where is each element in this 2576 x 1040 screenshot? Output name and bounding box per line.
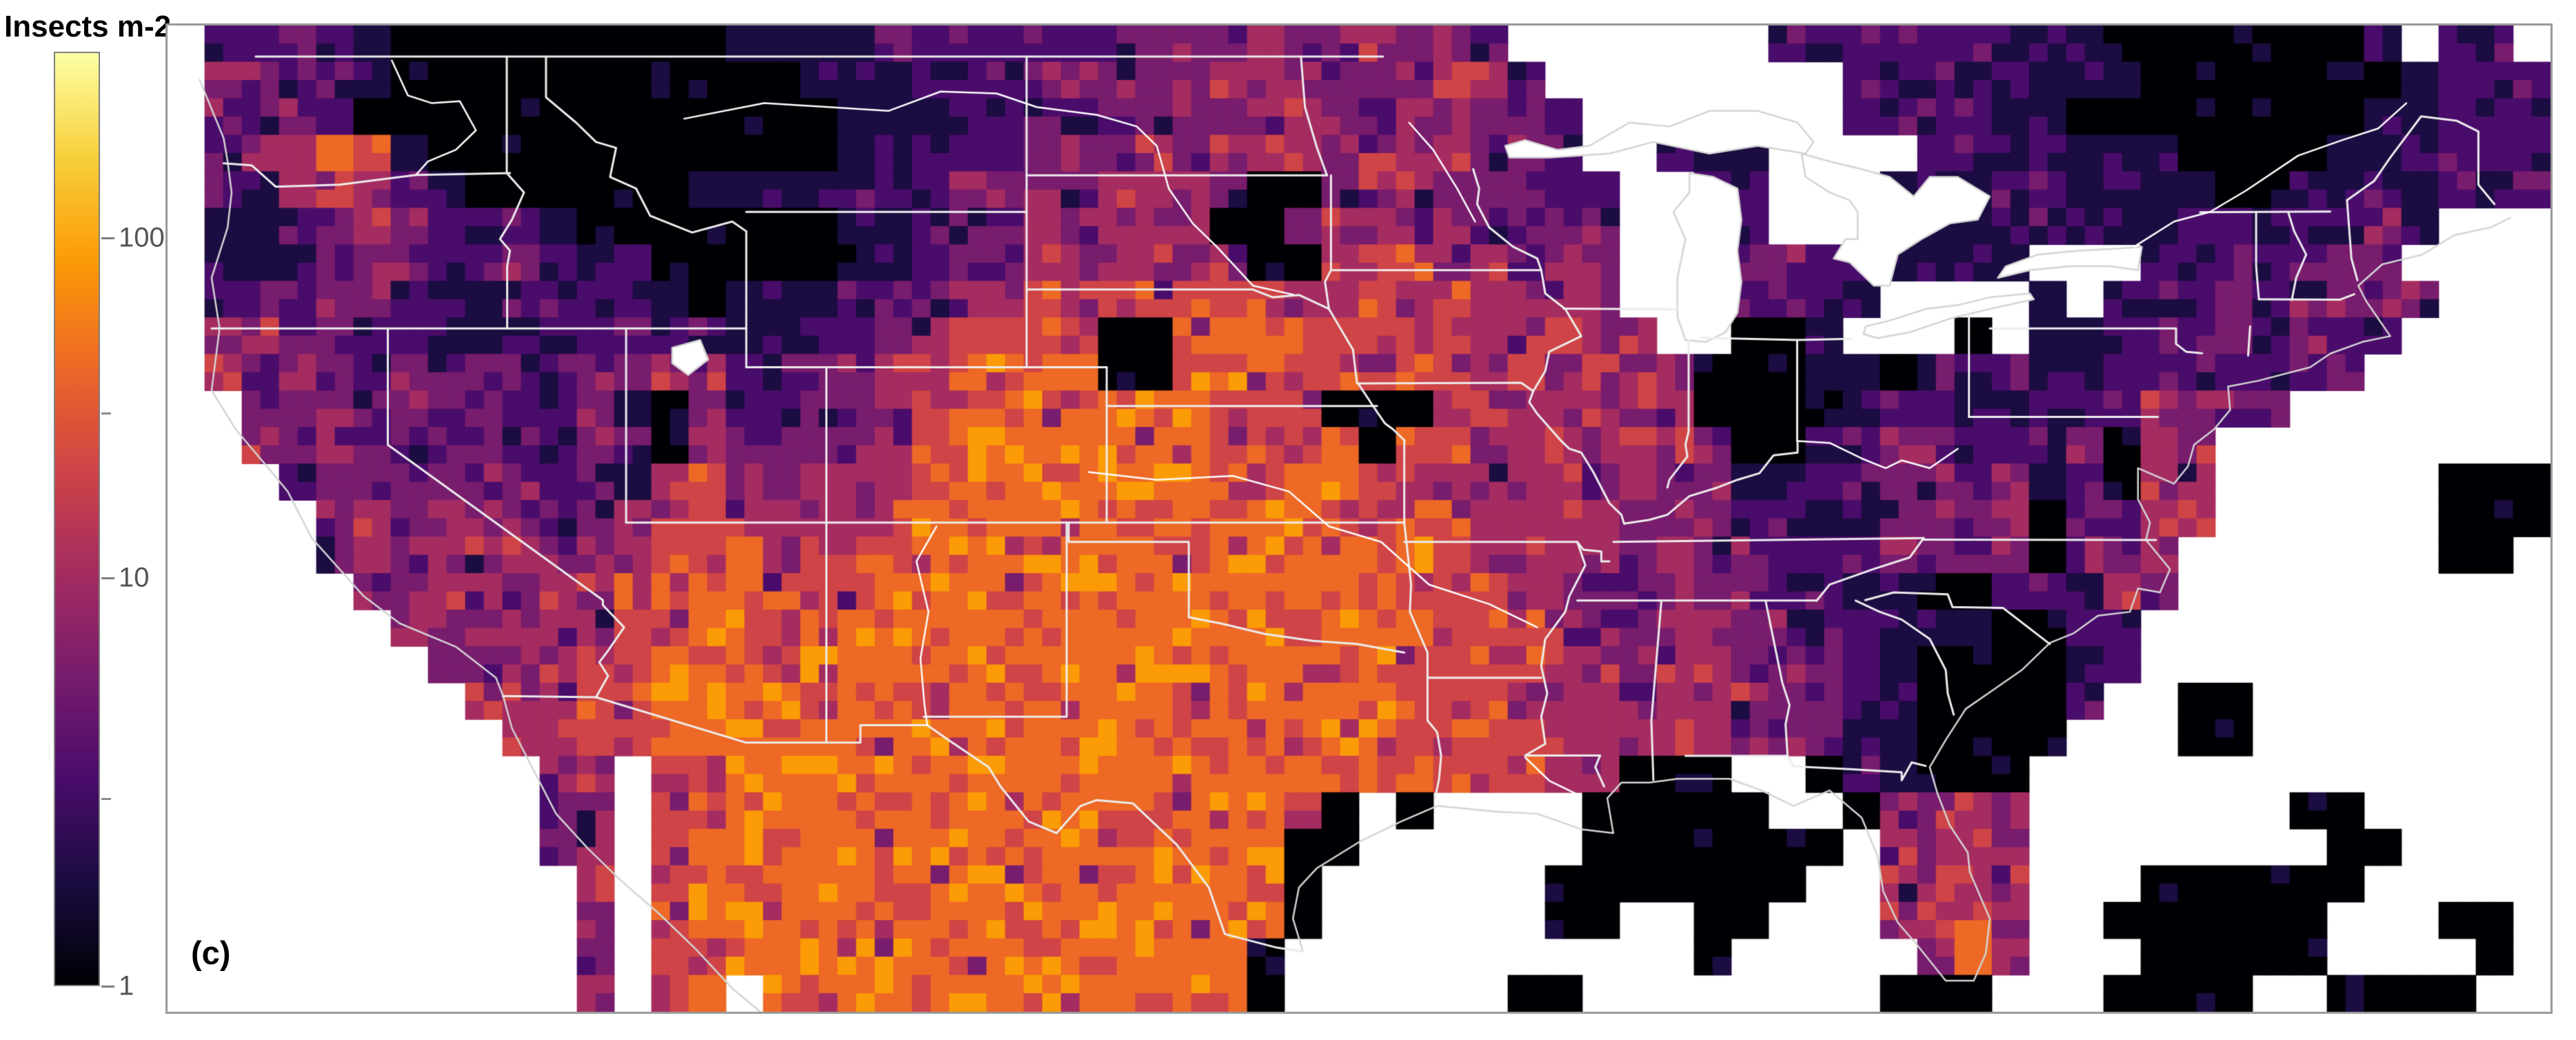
panel-label: (c): [191, 934, 231, 971]
colorbar: [54, 52, 100, 986]
colorbar-title: Insects m-2: [4, 10, 172, 43]
colorbar-tick-10: [101, 577, 114, 579]
colorbar-label-100: 100: [119, 222, 165, 253]
colorbar-label-10: 10: [119, 562, 150, 593]
colorbar-tick-1: [101, 986, 114, 988]
colorbar-minor-tick: [101, 797, 111, 800]
insect-density-map: [168, 26, 2550, 1012]
colorbar-label-1: 1: [119, 970, 134, 1001]
map-panel: (c): [165, 23, 2553, 1014]
colorbar-tick-100: [101, 237, 114, 239]
colorbar-minor-tick: [101, 412, 111, 415]
